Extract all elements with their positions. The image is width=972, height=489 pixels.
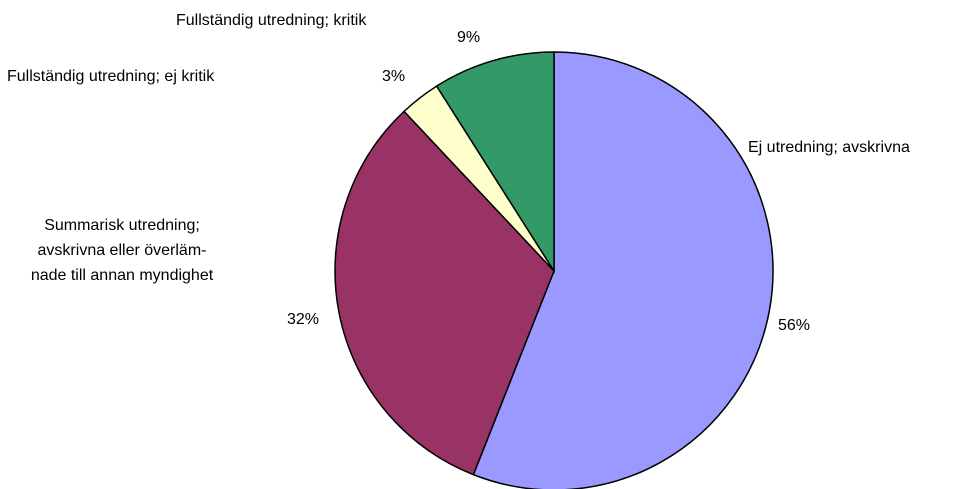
slice-value-ej-utredning: 56%	[778, 317, 810, 334]
pie-slice-1	[334, 110, 555, 476]
pie-slice-3	[435, 51, 555, 274]
slice-label-ej-kritik: Fullständig utredning; ej kritik	[7, 68, 215, 85]
slice-label-kritik: Fullständig utredning; kritik	[176, 12, 367, 29]
pie-slices	[334, 51, 774, 489]
slice-value-summarisk: 32%	[287, 311, 319, 328]
slice-label-summarisk-line-3: nade till annan myndighet	[31, 267, 214, 284]
slice-value-kritik: 9%	[457, 29, 480, 46]
slice-value-ej-kritik: 3%	[382, 68, 405, 85]
slice-label-summarisk-line-2: avskrivna eller överläm-	[38, 242, 207, 259]
slice-label-ej-utredning: Ej utredning; avskrivna	[748, 139, 910, 156]
pie-slice-0	[472, 51, 774, 489]
slice-label-summarisk-line-1: Summarisk utredning;	[44, 217, 200, 234]
